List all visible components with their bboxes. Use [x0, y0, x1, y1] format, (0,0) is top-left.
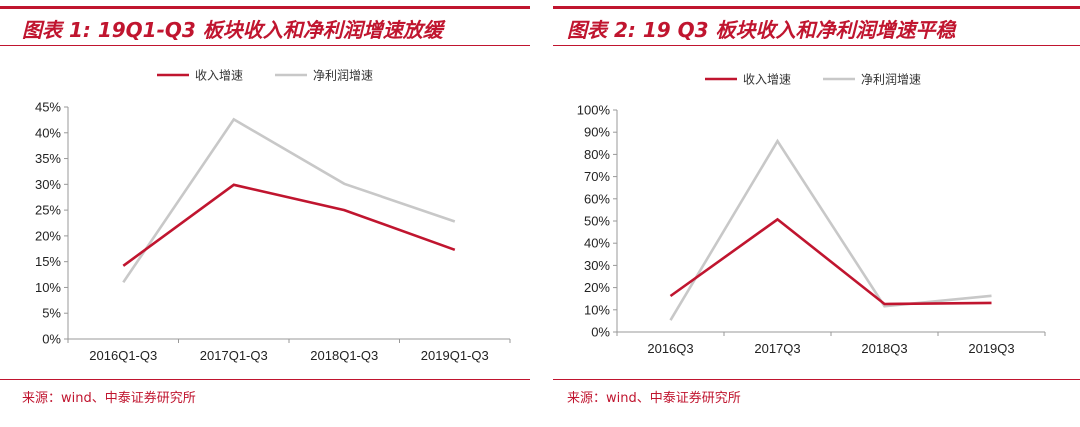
legend-label: 收入增速 — [195, 69, 243, 83]
profit-growth-line — [669, 138, 992, 321]
y-tick-label: 10% — [584, 302, 610, 317]
y-tick-label: 0% — [42, 332, 61, 347]
line-chart: 0% 5% 10% 15% 20% 25% 30% 35% 40% 45% 2016Q1-Q3 201… — [35, 69, 511, 363]
y-tick-label: 70% — [584, 169, 610, 184]
chart-title: 图表 1: 19Q1-Q3 板块收入和净利润增速放缓 — [22, 18, 443, 42]
chart-panel-left: 图表 1: 19Q1-Q3 板块收入和净利润增速放缓 0% 5% 10% 15% 20%… — [0, 0, 530, 427]
x-tick-label: 2017Q1-Q3 — [200, 348, 268, 363]
x-tick-label: 2019Q1-Q3 — [421, 348, 489, 363]
y-tick-label: 15% — [35, 254, 61, 269]
chart-title: 图表 2: 19 Q3 板块收入和净利润增速平稳 — [567, 18, 956, 42]
title-bottom-rule — [553, 45, 1080, 46]
y-tick-label: 10% — [35, 280, 61, 295]
x-tick-label: 2018Q1-Q3 — [310, 348, 378, 363]
source-rule — [553, 379, 1080, 380]
y-tick-label: 20% — [584, 280, 610, 295]
y-tick-label: 80% — [584, 147, 610, 162]
y-tick-label: 25% — [35, 203, 61, 218]
y-tick-label: 60% — [584, 191, 610, 206]
revenue-growth-line — [669, 217, 992, 306]
y-tick-label: 35% — [35, 151, 61, 166]
chart-panel-right: 图表 2: 19 Q3 板块收入和净利润增速平稳 0% 10% 20% 30% 40% 5… — [553, 0, 1080, 427]
revenue-growth-line — [122, 183, 456, 267]
y-tick-label: 20% — [35, 228, 61, 243]
source-note: 来源：wind、中泰证券研究所 — [567, 391, 741, 406]
title-bottom-rule — [0, 45, 530, 46]
legend-label: 净利润增速 — [313, 69, 373, 83]
title-top-rule — [0, 6, 530, 9]
y-tick-label: 45% — [35, 100, 61, 115]
y-tick-label: 100% — [577, 103, 611, 118]
y-tick-label: 50% — [584, 214, 610, 229]
legend-label: 净利润增速 — [861, 73, 921, 87]
x-tick-label: 2017Q3 — [754, 341, 800, 356]
y-tick-label: 90% — [584, 125, 610, 140]
legend-label: 收入增速 — [743, 73, 791, 87]
x-tick-label: 2016Q1-Q3 — [89, 348, 157, 363]
y-tick-label: 30% — [35, 177, 61, 192]
y-tick-label: 0% — [591, 325, 610, 340]
source-note: 来源：wind、中泰证券研究所 — [22, 391, 196, 406]
x-tick-label: 2019Q3 — [968, 341, 1014, 356]
x-tick-label: 2016Q3 — [647, 341, 693, 356]
y-tick-label: 40% — [35, 125, 61, 140]
profit-growth-line — [122, 117, 456, 284]
line-chart: 0% 10% 20% 30% 40% 50% 60% 70% 80% 90% 100% 2016Q3 2… — [577, 73, 1046, 356]
y-tick-label: 30% — [584, 258, 610, 273]
source-rule — [0, 379, 530, 380]
y-tick-label: 5% — [42, 306, 61, 321]
title-top-rule — [553, 6, 1080, 9]
y-tick-label: 40% — [584, 236, 610, 251]
x-tick-label: 2018Q3 — [861, 341, 907, 356]
